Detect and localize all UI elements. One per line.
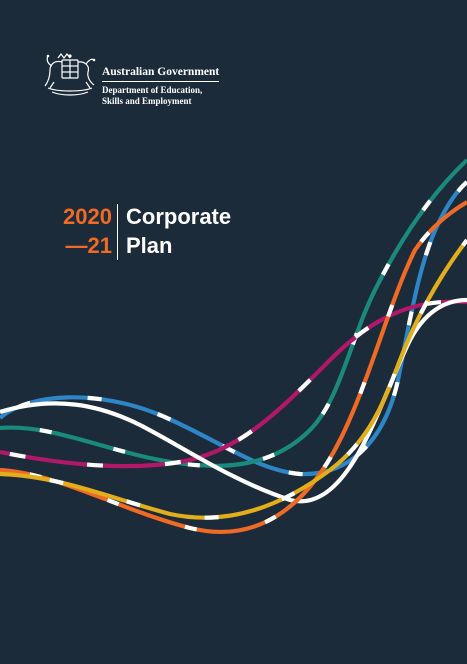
- title-divider: [117, 204, 118, 260]
- year-line-2: —21: [65, 233, 112, 258]
- coat-of-arms-icon: [44, 53, 96, 96]
- title-line-2: Plan: [126, 233, 173, 258]
- year-line-1: 2020: [63, 204, 112, 229]
- government-branding: Australian Government Department of Educ…: [102, 66, 220, 107]
- document-title: Corporate Plan: [126, 202, 231, 260]
- wave-white: [0, 297, 467, 504]
- title-line-1: Corporate: [126, 204, 232, 229]
- plan-years: 2020 —21: [42, 202, 112, 260]
- wave-blue: [0, 180, 467, 477]
- wave-teal: [0, 158, 467, 468]
- department-name-line-2: Skills and Employment: [102, 96, 192, 106]
- wave-yellow: [0, 238, 467, 520]
- government-name: Australian Government: [102, 66, 220, 82]
- department-name-line-1: Department of Education,: [102, 85, 203, 95]
